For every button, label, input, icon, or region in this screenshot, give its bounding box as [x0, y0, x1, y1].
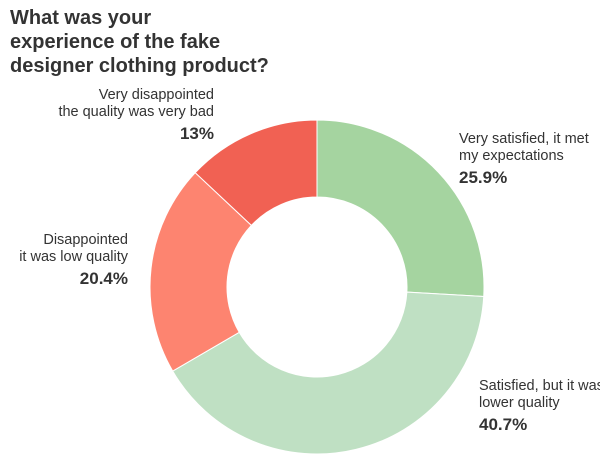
- donut-slices: [149, 119, 485, 455]
- value-label: 13%: [179, 124, 214, 143]
- title-line: What was your: [10, 7, 152, 29]
- title-line: designer clothing product?: [10, 55, 269, 77]
- donut-slice-2: [172, 291, 485, 455]
- label-line: lower quality: [479, 395, 560, 411]
- title-line: experience of the fake: [10, 31, 221, 53]
- label-line: the quality was very bad: [58, 104, 214, 120]
- label-satisfied: Satisfied, but it was lower quality 40.7…: [479, 378, 600, 436]
- chart-title: What was your experience of the fake des…: [10, 6, 310, 78]
- value-label: 25.9%: [459, 168, 508, 187]
- donut-slice-4: [194, 119, 318, 227]
- label-very-disappointed: Very disappointed the quality was very b…: [58, 87, 214, 145]
- label-very-satisfied: Very satisfied, it met my expectations 2…: [459, 131, 589, 189]
- donut-slice-3: [149, 171, 253, 372]
- donut-slice-1: [316, 119, 485, 297]
- label-line: Very disappointed: [98, 87, 214, 103]
- label-line: it was low quality: [19, 249, 128, 265]
- label-line: Disappointed: [43, 232, 128, 248]
- label-line: Satisfied, but it was: [479, 378, 600, 394]
- value-label: 40.7%: [479, 415, 528, 434]
- label-disappointed: Disappointed it was low quality 20.4%: [19, 232, 128, 290]
- value-label: 20.4%: [79, 269, 128, 288]
- label-line: Very satisfied, it met: [459, 131, 589, 147]
- label-line: my expectations: [459, 148, 564, 164]
